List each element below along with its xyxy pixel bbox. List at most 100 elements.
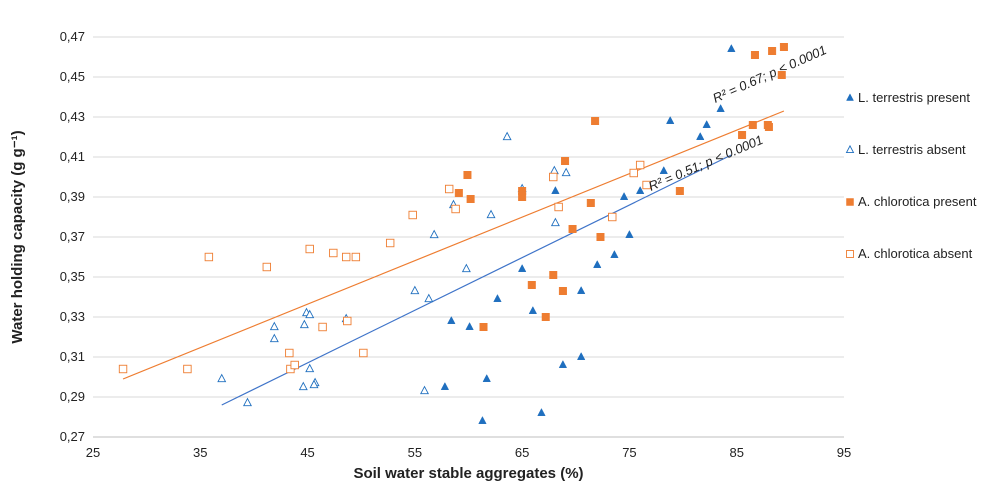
data-point xyxy=(318,322,327,332)
data-point xyxy=(550,217,560,227)
data-point xyxy=(576,286,586,294)
y-tick-label: 0,45 xyxy=(60,69,85,84)
data-point xyxy=(451,204,460,214)
y-tick-label: 0,35 xyxy=(60,269,85,284)
x-tick-label: 75 xyxy=(622,445,636,460)
data-point xyxy=(299,319,309,329)
data-point xyxy=(527,281,536,289)
y-tick-label: 0,29 xyxy=(60,389,85,404)
trendlines xyxy=(122,110,785,406)
data-point xyxy=(479,323,488,331)
data-point xyxy=(779,43,788,51)
data-point xyxy=(537,408,546,416)
data-point xyxy=(309,379,319,389)
data-point xyxy=(447,316,456,324)
data-point xyxy=(466,195,475,203)
legend-label: L. terrestris present xyxy=(858,90,970,105)
data-point xyxy=(727,44,736,52)
x-tick-labels: 25 35 45 55 65 75 85 95 xyxy=(86,445,851,460)
data-point xyxy=(486,209,496,219)
x-tick-label: 55 xyxy=(408,445,422,460)
x-axis-title: Soil water stable aggregates (%) xyxy=(353,465,583,482)
data-point xyxy=(242,397,252,407)
legend-label: L. terrestris absent xyxy=(858,142,966,157)
y-tick-label: 0,27 xyxy=(60,429,85,444)
data-point xyxy=(541,313,550,321)
data-point xyxy=(217,373,227,383)
data-point xyxy=(675,187,684,195)
data-point xyxy=(440,382,450,390)
data-point xyxy=(558,360,568,368)
data-point xyxy=(420,385,430,395)
data-point xyxy=(517,264,527,272)
data-point xyxy=(528,306,538,314)
data-point xyxy=(568,225,577,233)
data-point xyxy=(305,244,314,254)
data-point xyxy=(385,238,395,248)
data-point xyxy=(659,166,668,174)
data-points xyxy=(118,43,788,424)
data-point xyxy=(359,348,368,358)
data-point xyxy=(298,381,308,391)
y-tick-label: 0,39 xyxy=(60,189,85,204)
data-point xyxy=(666,116,675,124)
data-point xyxy=(329,248,338,258)
data-point xyxy=(118,364,128,374)
data-point xyxy=(768,47,777,55)
data-point xyxy=(408,210,417,220)
trendline xyxy=(122,110,785,380)
data-point xyxy=(351,252,361,262)
trendline xyxy=(221,154,732,406)
data-point xyxy=(608,212,617,222)
data-point xyxy=(493,294,502,302)
data-point xyxy=(593,260,602,268)
data-point xyxy=(290,360,299,370)
data-point xyxy=(561,167,571,177)
data-point xyxy=(610,250,619,258)
y-tick-label: 0,41 xyxy=(60,149,85,164)
data-point xyxy=(596,233,605,241)
y-tick-label: 0,31 xyxy=(60,349,85,364)
data-point xyxy=(750,51,759,59)
legend: L. terrestris present L. terrestris absen… xyxy=(845,90,977,261)
data-point xyxy=(764,123,773,131)
data-point xyxy=(285,348,294,358)
data-point xyxy=(482,374,491,382)
y-tick-label: 0,33 xyxy=(60,309,85,324)
data-point xyxy=(635,186,645,194)
y-tick-label: 0,47 xyxy=(60,29,85,44)
data-point xyxy=(846,198,854,206)
y-tick-labels: 0,27 0,29 0,31 0,33 0,35 0,37 0,39 0,41 0,43 0,45… xyxy=(60,29,85,444)
data-point xyxy=(558,287,567,295)
data-point xyxy=(269,321,279,331)
x-tick-label: 25 xyxy=(86,445,100,460)
x-tick-label: 45 xyxy=(300,445,314,460)
data-point xyxy=(642,180,651,190)
data-point xyxy=(846,93,854,101)
data-point xyxy=(586,199,595,207)
data-point xyxy=(463,171,472,179)
legend-label: A. chlorotica absent xyxy=(858,246,973,261)
data-point xyxy=(549,165,559,175)
data-point xyxy=(554,202,563,212)
data-point xyxy=(702,120,711,128)
data-point xyxy=(845,144,855,153)
data-point xyxy=(619,192,629,200)
data-point xyxy=(461,263,471,273)
data-point xyxy=(549,172,558,182)
data-point xyxy=(748,121,757,129)
data-point xyxy=(410,285,420,295)
data-point xyxy=(777,71,786,79)
data-point xyxy=(591,117,600,125)
data-point xyxy=(424,293,434,303)
data-point xyxy=(846,250,854,258)
data-point xyxy=(204,252,214,262)
data-point xyxy=(551,186,560,194)
data-point xyxy=(262,262,272,272)
data-point xyxy=(478,416,487,424)
data-point xyxy=(696,132,705,140)
legend-label: A. chlorotica present xyxy=(858,194,977,209)
data-point xyxy=(625,230,634,238)
